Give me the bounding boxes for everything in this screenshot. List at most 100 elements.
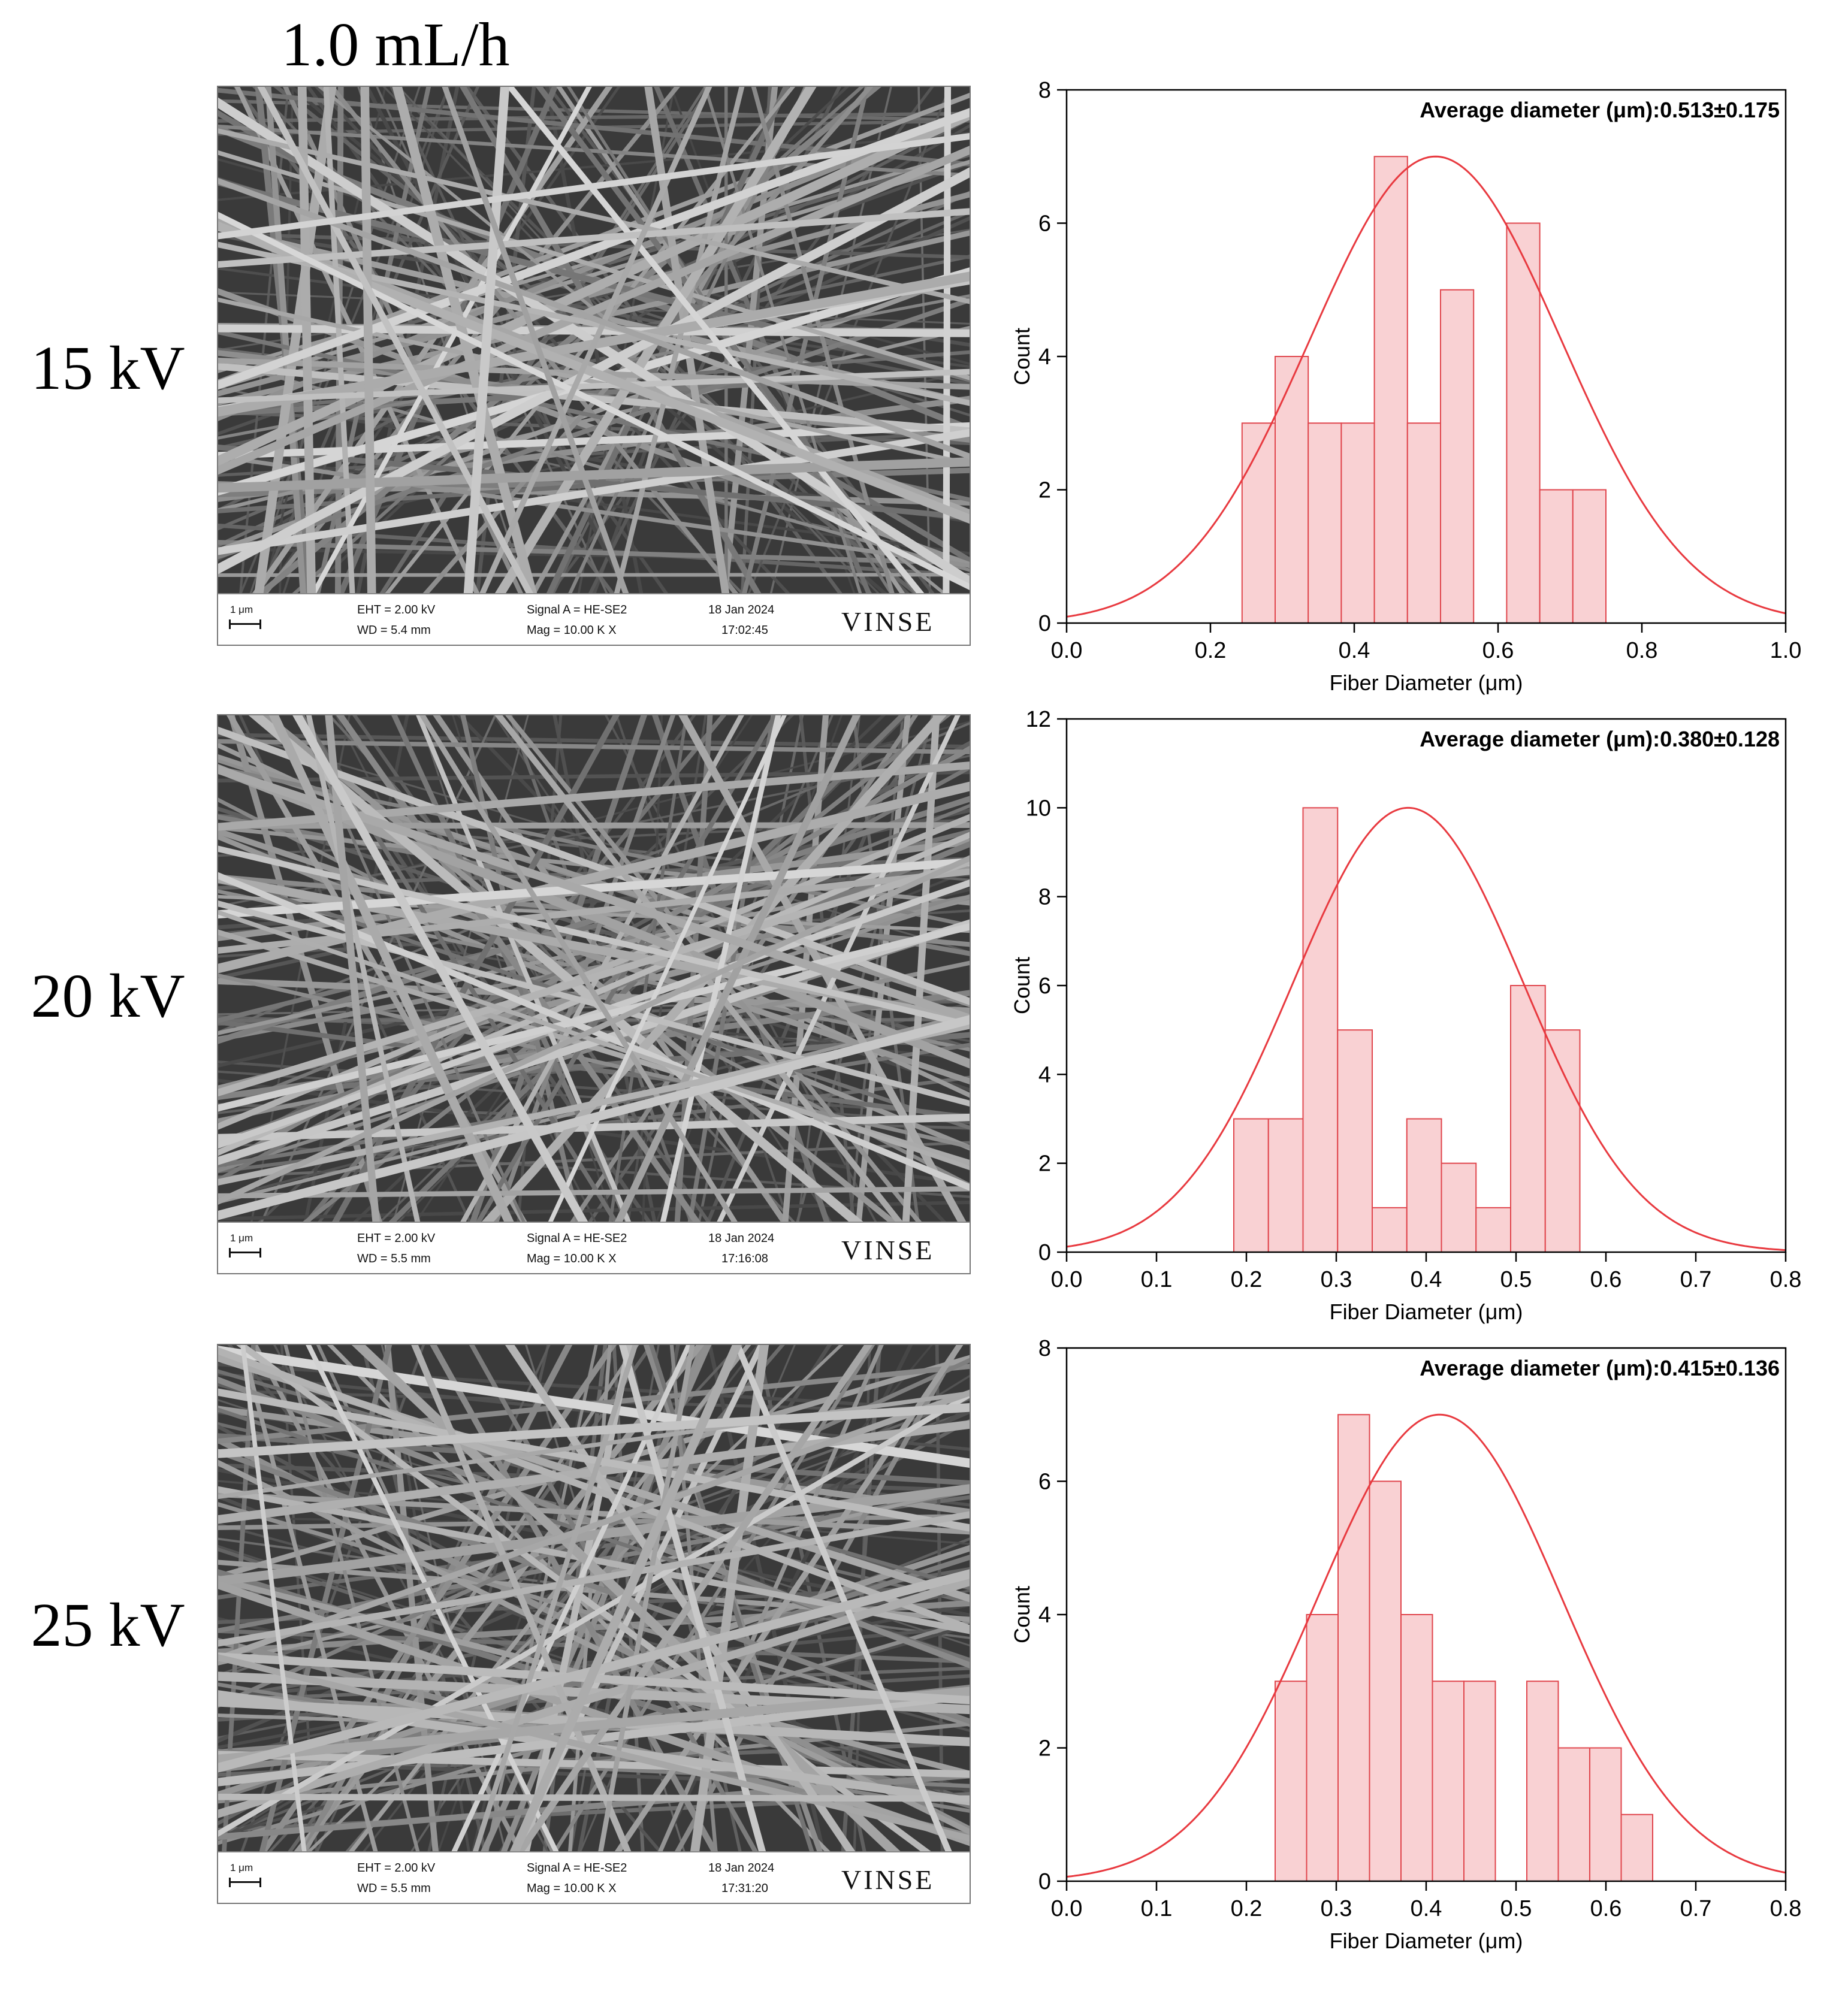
fiber — [742, 87, 869, 593]
eht-text: EHT = 2.00 kV — [357, 1232, 436, 1245]
scale-label: 1 μm — [230, 1862, 253, 1873]
fiber — [240, 1345, 307, 1851]
fiber — [239, 87, 290, 593]
fiber — [218, 1015, 970, 1220]
histogram-bar — [1275, 356, 1309, 624]
fiber — [644, 87, 730, 593]
y-tick-label: 6 — [1038, 974, 1051, 999]
fiber — [265, 87, 306, 593]
histogram-bar — [1620, 1813, 1653, 1882]
x-tick-label: 0.4 — [1411, 1896, 1442, 1921]
histogram-bar — [1510, 985, 1546, 1253]
fiber — [479, 87, 712, 593]
x-tick-label: 0.1 — [1141, 1267, 1173, 1292]
sem-databar-3: 1 μm EHT = 2.00 kV WD = 5.5 mm Signal A … — [218, 1851, 970, 1903]
y-tick-label: 4 — [1038, 1603, 1051, 1628]
histogram-bar — [1373, 156, 1408, 624]
fiber — [218, 909, 970, 1171]
histogram-bar — [1372, 1207, 1408, 1253]
normal-fit-curve — [1066, 806, 1786, 1252]
x-axis-label: Fiber Diameter (μm) — [1330, 1299, 1523, 1324]
histogram-bar — [1544, 1029, 1581, 1253]
normal-fit-curve — [1066, 1413, 1786, 1878]
x-tick-label: 0.3 — [1321, 1896, 1352, 1921]
sem-databar-2: 1 μm EHT = 2.00 kV WD = 5.5 mm Signal A … — [218, 1222, 970, 1273]
x-tick-label: 0.2 — [1231, 1896, 1263, 1921]
histogram-bar — [1589, 1747, 1622, 1882]
fiber — [360, 87, 376, 593]
fiber — [218, 999, 970, 1015]
histogram-bar — [1539, 489, 1574, 624]
fiber — [416, 715, 632, 1222]
eht-text: EHT = 2.00 kV — [357, 603, 436, 616]
x-tick-label: 0.8 — [1770, 1267, 1802, 1292]
histogram-bar — [1463, 1680, 1496, 1882]
x-tick-label: 0.4 — [1411, 1267, 1442, 1292]
fiber — [218, 1389, 970, 1662]
fiber — [257, 87, 534, 593]
y-tick-label: 8 — [1038, 885, 1051, 910]
x-tick-label: 0.2 — [1195, 638, 1227, 663]
y-tick-label: 6 — [1038, 1470, 1051, 1495]
fiber — [218, 923, 970, 1112]
fiber — [218, 739, 970, 754]
fiber — [218, 1403, 970, 1458]
x-tick-label: 0.8 — [1770, 1896, 1802, 1921]
row-label-2: 20 kV — [31, 962, 185, 1030]
fiber — [618, 1345, 766, 1851]
scale-label: 1 μm — [230, 1232, 253, 1244]
y-axis-label: Count — [1010, 328, 1034, 385]
fiber — [218, 1793, 970, 1802]
fiber — [218, 857, 970, 919]
fiber — [218, 868, 970, 954]
histogram-bar — [1306, 1614, 1339, 1882]
x-tick-label: 0.3 — [1321, 1267, 1352, 1292]
fiber — [411, 1345, 632, 1851]
x-tick-label: 0.6 — [1590, 1267, 1622, 1292]
row-label-1: 15 kV — [31, 334, 185, 403]
fiber — [218, 428, 970, 555]
histogram-chart-1: 0.0 0.2 0.4 0.6 0.8 1.0 0 2 4 6 8 Fiber Diameter (μ… — [1007, 66, 1848, 701]
fiber — [442, 87, 629, 593]
fiber — [419, 715, 738, 1222]
fiber — [218, 457, 970, 493]
y-axis-label: Count — [1010, 957, 1034, 1014]
y-tick-label: 2 — [1038, 478, 1051, 503]
fiber — [218, 211, 970, 591]
fiber — [218, 1392, 970, 1837]
mag-text: Mag = 10.00 K X — [527, 1252, 617, 1265]
fiber — [218, 1391, 970, 1500]
histogram-bar — [1441, 1162, 1477, 1253]
histogram-chart-3: 0.0 0.1 0.2 0.3 0.4 0.5 0.6 0.7 0.8 0 2 4 6 8 Fiber Di… — [1007, 1324, 1848, 1959]
histogram-bar — [1557, 1747, 1590, 1882]
fiber — [218, 845, 970, 1029]
average-diameter-annotation: Average diameter (μm):0.380±0.128 — [1420, 727, 1780, 751]
fiber — [306, 1345, 559, 1851]
x-tick-label: 0.6 — [1590, 1896, 1622, 1921]
signal-text: Signal A = HE-SE2 — [527, 1232, 627, 1245]
row-label-3: 25 kV — [31, 1591, 185, 1660]
fiber — [218, 1347, 970, 1633]
figure-heading: 1.0 mL/h — [281, 10, 510, 79]
histogram-bar — [1406, 1118, 1442, 1253]
y-tick-label: 2 — [1038, 1736, 1051, 1761]
x-tick-label: 0.6 — [1482, 638, 1514, 663]
fiber — [218, 324, 970, 337]
time-text: 17:16:08 — [721, 1252, 768, 1265]
time-text: 17:02:45 — [721, 624, 768, 637]
histogram-bar — [1267, 1118, 1304, 1253]
x-tick-label: 0.0 — [1051, 1267, 1083, 1292]
fiber — [506, 87, 925, 593]
histogram-bar — [1400, 1614, 1433, 1882]
fiber — [248, 715, 863, 1222]
x-axis-label: Fiber Diameter (μm) — [1330, 670, 1523, 695]
fiber — [703, 87, 862, 593]
time-text: 17:31:20 — [721, 1882, 768, 1895]
date-text: 18 Jan 2024 — [708, 1861, 775, 1875]
fiber — [218, 1686, 970, 1764]
fiber — [218, 208, 970, 268]
scale-bar — [229, 1878, 261, 1887]
histogram-bar — [1506, 222, 1541, 624]
normal-fit-curve — [1066, 155, 1786, 618]
y-tick-label: 0 — [1038, 1240, 1051, 1265]
